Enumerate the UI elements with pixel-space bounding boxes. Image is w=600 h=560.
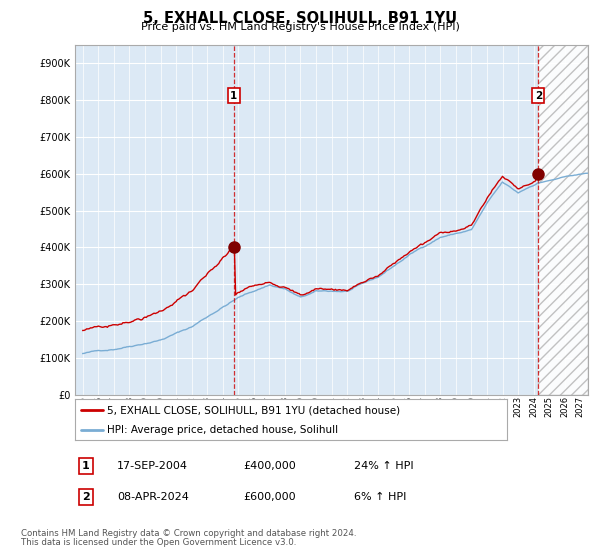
Text: 5, EXHALL CLOSE, SOLIHULL, B91 1YU (detached house): 5, EXHALL CLOSE, SOLIHULL, B91 1YU (deta… (107, 405, 401, 415)
HPI: Average price, detached house, Solihull: (2.02e+03, 3.83e+05): Average price, detached house, Solihull:… (407, 250, 414, 257)
HPI: Average price, detached house, Solihull: (2.02e+03, 5.74e+05): Average price, detached house, Solihull:… (500, 180, 508, 186)
HPI: Average price, detached house, Solihull: (2e+03, 1.91e+05): Average price, detached house, Solihull:… (192, 321, 199, 328)
5, EXHALL CLOSE, SOLIHULL, B91 1YU (detached house) (534, 170, 541, 177)
Text: 2: 2 (82, 492, 89, 502)
HPI: Average price, detached house, Solihull: (2.03e+03, 6.02e+05): Average price, detached house, Solihull:… (585, 170, 592, 176)
HPI: Average price, detached house, Solihull: (2.02e+03, 5.59e+05): Average price, detached house, Solihull:… (522, 185, 529, 192)
HPI: Average price, detached house, Solihull: (2.03e+03, 5.87e+05): Average price, detached house, Solihull:… (554, 175, 561, 182)
Text: £600,000: £600,000 (243, 492, 296, 502)
Text: 1: 1 (230, 91, 238, 101)
Text: 2: 2 (535, 91, 542, 101)
HPI: Average price, detached house, Solihull: (2.01e+03, 2.7e+05): Average price, detached house, Solihull:… (240, 292, 247, 298)
Line: HPI: Average price, detached house, Solihull: HPI: Average price, detached house, Soli… (83, 173, 589, 353)
Text: This data is licensed under the Open Government Licence v3.0.: This data is licensed under the Open Gov… (21, 538, 296, 547)
5, EXHALL CLOSE, SOLIHULL, B91 1YU (detached house) (122, 319, 129, 326)
5, EXHALL CLOSE, SOLIHULL, B91 1YU (detached house) (175, 296, 182, 302)
HPI: Average price, detached house, Solihull: (2e+03, 1.12e+05): Average price, detached house, Solihull:… (79, 350, 86, 357)
Text: 5, EXHALL CLOSE, SOLIHULL, B91 1YU: 5, EXHALL CLOSE, SOLIHULL, B91 1YU (143, 11, 457, 26)
Line: 5, EXHALL CLOSE, SOLIHULL, B91 1YU (detached house): 5, EXHALL CLOSE, SOLIHULL, B91 1YU (deta… (83, 174, 538, 330)
Text: 1: 1 (82, 461, 89, 471)
Text: 24% ↑ HPI: 24% ↑ HPI (354, 461, 413, 471)
5, EXHALL CLOSE, SOLIHULL, B91 1YU (detached house) (79, 327, 86, 334)
5, EXHALL CLOSE, SOLIHULL, B91 1YU (detached house) (520, 183, 527, 189)
Text: Price paid vs. HM Land Registry's House Price Index (HPI): Price paid vs. HM Land Registry's House … (140, 22, 460, 32)
Text: 6% ↑ HPI: 6% ↑ HPI (354, 492, 406, 502)
5, EXHALL CLOSE, SOLIHULL, B91 1YU (detached house) (172, 298, 179, 305)
Text: 17-SEP-2004: 17-SEP-2004 (117, 461, 188, 471)
Text: £400,000: £400,000 (243, 461, 296, 471)
Text: 08-APR-2024: 08-APR-2024 (117, 492, 189, 502)
Text: HPI: Average price, detached house, Solihull: HPI: Average price, detached house, Soli… (107, 424, 338, 435)
Text: Contains HM Land Registry data © Crown copyright and database right 2024.: Contains HM Land Registry data © Crown c… (21, 529, 356, 538)
5, EXHALL CLOSE, SOLIHULL, B91 1YU (detached house) (259, 281, 266, 287)
5, EXHALL CLOSE, SOLIHULL, B91 1YU (detached house) (268, 280, 275, 287)
